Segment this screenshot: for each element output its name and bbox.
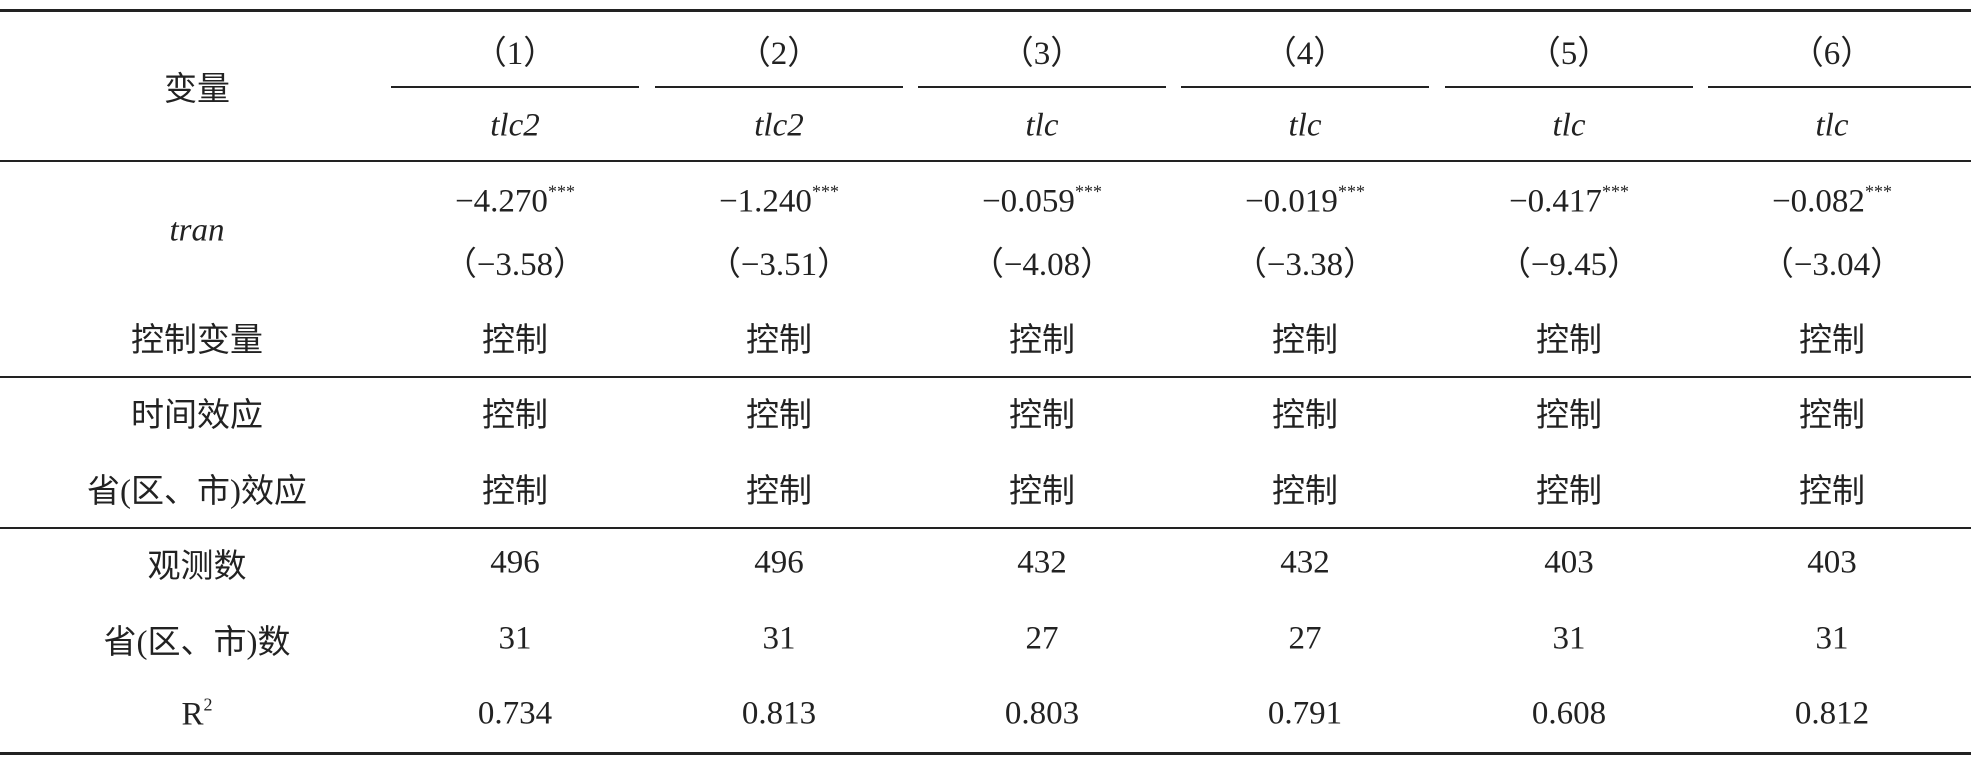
cell-value: 控制 — [746, 474, 812, 510]
cell-value: 控制 — [482, 398, 548, 434]
coefficient: −0.019*** — [1245, 182, 1365, 221]
significance-stars: *** — [1601, 181, 1629, 202]
significance-stars: *** — [1337, 181, 1365, 202]
coefficient: −4.270*** — [455, 182, 575, 221]
t-statistic: （−3.04） — [1760, 247, 1904, 283]
cell-value: 31 — [1552, 620, 1586, 657]
row-label: R2 — [181, 694, 213, 733]
cell-value: 496 — [754, 544, 804, 581]
column-number: （1） — [473, 36, 557, 72]
t-statistic: （−3.38） — [1233, 247, 1377, 283]
row-label: 时间效应 — [131, 398, 263, 434]
cell-value: 27 — [1025, 620, 1059, 657]
cell-value: 控制 — [482, 323, 548, 359]
header-label: 变量 — [164, 72, 230, 108]
dependent-variable: tlc — [1025, 107, 1059, 144]
column-underline — [391, 86, 639, 88]
coefficient: −0.082*** — [1772, 182, 1892, 221]
row-label: 省(区、市)数 — [103, 625, 291, 661]
bottom-rule — [0, 752, 1971, 755]
column-underline — [1708, 86, 1971, 88]
cell-value: 控制 — [1536, 474, 1602, 510]
cell-value: 432 — [1017, 544, 1067, 581]
coefficient-value: −4.270 — [455, 183, 548, 220]
column-number: （6） — [1790, 36, 1874, 72]
cell-value: 控制 — [1799, 398, 1865, 434]
header-rule — [0, 160, 1971, 162]
coefficient: −1.240*** — [719, 182, 839, 221]
column-underline — [918, 86, 1166, 88]
row-label: tran — [169, 212, 225, 249]
cell-value: 0.734 — [477, 695, 553, 732]
cell-value: 403 — [1544, 544, 1594, 581]
label-superscript: 2 — [203, 694, 213, 715]
cell-value: 控制 — [1799, 323, 1865, 359]
dependent-variable: tlc — [1815, 107, 1849, 144]
column-number: （2） — [737, 36, 821, 72]
cell-value: 403 — [1807, 544, 1857, 581]
row-label: 省(区、市)效应 — [87, 474, 307, 510]
column-number: （3） — [1000, 36, 1084, 72]
significance-stars: *** — [547, 181, 575, 202]
cell-value: 控制 — [1009, 398, 1075, 434]
cell-value: 控制 — [1272, 323, 1338, 359]
cell-value: 控制 — [1009, 474, 1075, 510]
coefficient-value: −1.240 — [719, 183, 812, 220]
coefficient-value: −0.019 — [1245, 183, 1338, 220]
column-underline — [1445, 86, 1693, 88]
cell-value: 控制 — [746, 398, 812, 434]
coefficient: −0.059*** — [982, 182, 1102, 221]
cell-value: 496 — [490, 544, 540, 581]
t-statistic: （−4.08） — [970, 247, 1114, 283]
cell-value: 432 — [1280, 544, 1330, 581]
t-statistic: （−9.45） — [1497, 247, 1641, 283]
t-statistic: （−3.51） — [707, 247, 851, 283]
row-label: 控制变量 — [131, 323, 263, 359]
dependent-variable: tlc — [1552, 107, 1586, 144]
coefficient-value: −0.082 — [1772, 183, 1865, 220]
t-statistic: （−3.58） — [443, 247, 587, 283]
cell-value: 控制 — [746, 323, 812, 359]
cell-value: 31 — [762, 620, 796, 657]
cell-value: 控制 — [1799, 474, 1865, 510]
significance-stars: *** — [1074, 181, 1102, 202]
column-number: （4） — [1263, 36, 1347, 72]
cell-value: 31 — [498, 620, 532, 657]
column-underline — [1181, 86, 1429, 88]
cell-value: 控制 — [482, 474, 548, 510]
cell-value: 控制 — [1272, 398, 1338, 434]
coefficient: −0.417*** — [1509, 182, 1629, 221]
cell-value: 控制 — [1536, 323, 1602, 359]
cell-value: 0.608 — [1531, 695, 1607, 732]
cell-value: 0.791 — [1267, 695, 1343, 732]
cell-value: 31 — [1815, 620, 1849, 657]
cell-value: 0.803 — [1004, 695, 1080, 732]
row-label: 观测数 — [147, 549, 247, 585]
significance-stars: *** — [811, 181, 839, 202]
top-rule — [0, 9, 1971, 12]
cell-value: 控制 — [1272, 474, 1338, 510]
section-rule — [0, 527, 1971, 529]
coefficient-value: −0.059 — [982, 183, 1075, 220]
cell-value: 0.813 — [741, 695, 817, 732]
cell-value: 27 — [1288, 620, 1322, 657]
column-number: （5） — [1527, 36, 1611, 72]
section-rule — [0, 376, 1971, 378]
dependent-variable: tlc2 — [754, 107, 804, 144]
cell-value: 0.812 — [1794, 695, 1870, 732]
column-underline — [655, 86, 903, 88]
dependent-variable: tlc — [1288, 107, 1322, 144]
cell-value: 控制 — [1009, 323, 1075, 359]
dependent-variable: tlc2 — [490, 107, 540, 144]
significance-stars: *** — [1864, 181, 1892, 202]
coefficient-value: −0.417 — [1509, 183, 1602, 220]
cell-value: 控制 — [1536, 398, 1602, 434]
